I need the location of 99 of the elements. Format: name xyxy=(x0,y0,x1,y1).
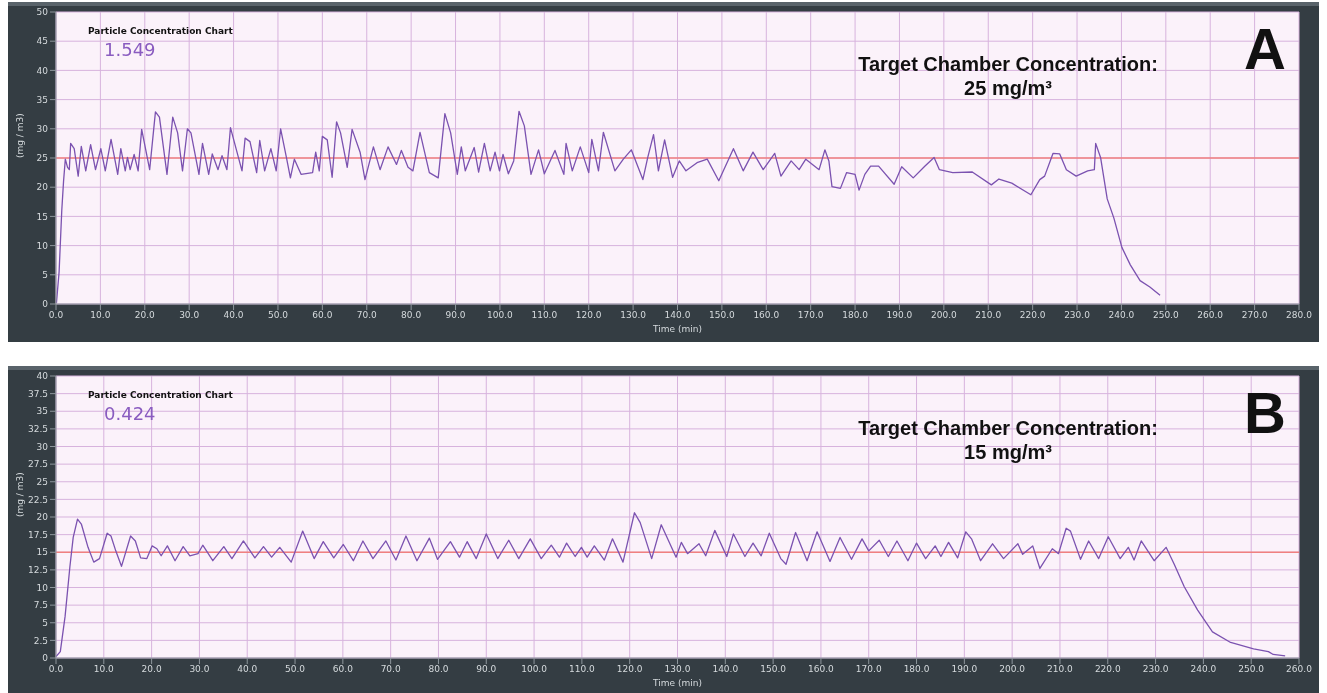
x-tick-label: 70.0 xyxy=(380,664,401,675)
x-tick-label: 180.0 xyxy=(842,310,869,321)
y-tick-label: 32.5 xyxy=(27,424,48,435)
x-tick-label: 80.0 xyxy=(428,664,449,675)
y-tick-label: 35 xyxy=(36,406,48,417)
x-tick-label: 240.0 xyxy=(1108,310,1135,321)
x-tick-label: 160.0 xyxy=(808,664,835,675)
x-tick-label: 10.0 xyxy=(90,310,111,321)
y-tick-label: 30 xyxy=(36,124,49,134)
annotation: 0.424 xyxy=(104,403,156,424)
x-axis-title: Time (min) xyxy=(652,678,702,688)
x-tick-label: 20.0 xyxy=(141,664,162,675)
x-tick-label: 90.0 xyxy=(445,310,466,321)
y-tick-label: 40 xyxy=(36,65,49,76)
x-tick-label: 20.0 xyxy=(134,310,156,321)
line-series xyxy=(56,512,1286,658)
x-tick-label: 130.0 xyxy=(664,664,691,675)
y-tick-label: 15 xyxy=(36,211,48,222)
y-tick-label: 20 xyxy=(36,512,49,523)
x-tick-label: 30.0 xyxy=(189,664,210,675)
x-tick-label: 220.0 xyxy=(1094,664,1121,675)
y-tick-label: 35 xyxy=(36,94,48,105)
annotation: Particle Concentration Chart xyxy=(88,26,233,36)
x-tick-label: 170.0 xyxy=(855,664,882,675)
y-tick-label: 7.5 xyxy=(33,600,48,611)
y-tick-label: 5 xyxy=(42,269,48,280)
y-tick-label: 45 xyxy=(36,36,48,47)
x-tick-label: 40.0 xyxy=(237,664,258,675)
y-tick-label: 5 xyxy=(42,617,48,628)
y-axis-title: (mg / m3) xyxy=(15,472,26,517)
y-tick-label: 30 xyxy=(36,441,49,452)
x-tick-label: 220.0 xyxy=(1019,310,1046,321)
annotation: Target Chamber Concentration: xyxy=(857,416,1159,440)
x-tick-label: 130.0 xyxy=(620,310,647,321)
x-tick-label: 120.0 xyxy=(616,664,643,675)
x-tick-label: 250.0 xyxy=(1238,664,1265,675)
x-axis-title: Time (min) xyxy=(652,324,702,334)
x-tick-label: 120.0 xyxy=(575,310,602,321)
y-tick-label: 0 xyxy=(42,299,49,310)
x-tick-label: 60.0 xyxy=(332,664,354,675)
y-tick-label: 25 xyxy=(36,476,48,487)
annotation: 1.549 xyxy=(104,39,156,60)
x-tick-label: 90.0 xyxy=(476,664,497,675)
x-tick-label: 110.0 xyxy=(531,310,558,321)
annotation: 25 mg/m³ xyxy=(963,76,1053,100)
x-tick-label: 160.0 xyxy=(753,310,780,321)
x-tick-label: 150.0 xyxy=(760,664,787,675)
x-tick-label: 230.0 xyxy=(1064,310,1091,321)
annotation: A xyxy=(1244,16,1286,81)
x-tick-label: 280.0 xyxy=(1286,310,1313,321)
y-tick-label: 2.5 xyxy=(33,635,48,646)
x-tick-label: 50.0 xyxy=(267,310,289,321)
x-tick-label: 250.0 xyxy=(1152,310,1179,321)
x-tick-label: 80.0 xyxy=(401,310,422,321)
y-tick-label: 12.5 xyxy=(27,565,48,576)
x-tick-label: 200.0 xyxy=(930,310,958,321)
y-tick-label: 37.5 xyxy=(27,388,48,399)
x-tick-label: 240.0 xyxy=(1190,664,1217,675)
x-tick-label: 100.0 xyxy=(487,310,514,321)
y-tick-label: 40 xyxy=(36,371,49,382)
annotation: Target Chamber Concentration: xyxy=(857,52,1159,76)
x-tick-label: 0.0 xyxy=(48,664,64,675)
x-tick-label: 260.0 xyxy=(1197,310,1224,321)
y-axis-title: (mg / m3) xyxy=(15,113,26,158)
x-tick-label: 210.0 xyxy=(975,310,1002,321)
x-tick-label: 190.0 xyxy=(951,664,978,675)
x-tick-label: 100.0 xyxy=(521,664,548,675)
y-tick-label: 50 xyxy=(36,7,49,18)
x-tick-label: 190.0 xyxy=(886,310,913,321)
y-tick-label: 10 xyxy=(36,582,49,593)
x-tick-label: 140.0 xyxy=(712,664,739,675)
y-tick-label: 17.5 xyxy=(27,529,48,540)
x-tick-label: 200.0 xyxy=(999,664,1026,675)
x-tick-label: 140.0 xyxy=(664,310,691,321)
x-tick-label: 260.0 xyxy=(1286,664,1313,675)
x-tick-label: 170.0 xyxy=(797,310,824,321)
x-tick-label: 150.0 xyxy=(709,310,736,321)
x-tick-label: 50.0 xyxy=(285,664,306,675)
y-tick-label: 10 xyxy=(36,240,49,251)
y-tick-label: 0 xyxy=(42,653,49,664)
x-tick-label: 270.0 xyxy=(1241,310,1268,321)
x-tick-label: 60.0 xyxy=(312,310,333,321)
y-tick-label: 27.5 xyxy=(27,459,48,470)
x-tick-label: 10.0 xyxy=(93,664,115,675)
annotation: B xyxy=(1244,380,1286,445)
x-tick-label: 180.0 xyxy=(903,664,930,675)
x-tick-label: 30.0 xyxy=(179,310,200,321)
y-tick-label: 25 xyxy=(36,153,48,164)
y-tick-label: 22.5 xyxy=(27,494,48,505)
x-tick-label: 210.0 xyxy=(1047,664,1074,675)
x-tick-label: 40.0 xyxy=(223,310,244,321)
annotation: Particle Concentration Chart xyxy=(88,390,233,400)
y-tick-label: 20 xyxy=(36,182,49,193)
x-tick-label: 0.0 xyxy=(48,310,64,321)
annotation: 15 mg/m³ xyxy=(963,440,1053,464)
y-tick-label: 15 xyxy=(36,547,48,558)
x-tick-label: 110.0 xyxy=(569,664,596,675)
x-tick-label: 230.0 xyxy=(1142,664,1169,675)
x-tick-label: 70.0 xyxy=(356,310,378,321)
